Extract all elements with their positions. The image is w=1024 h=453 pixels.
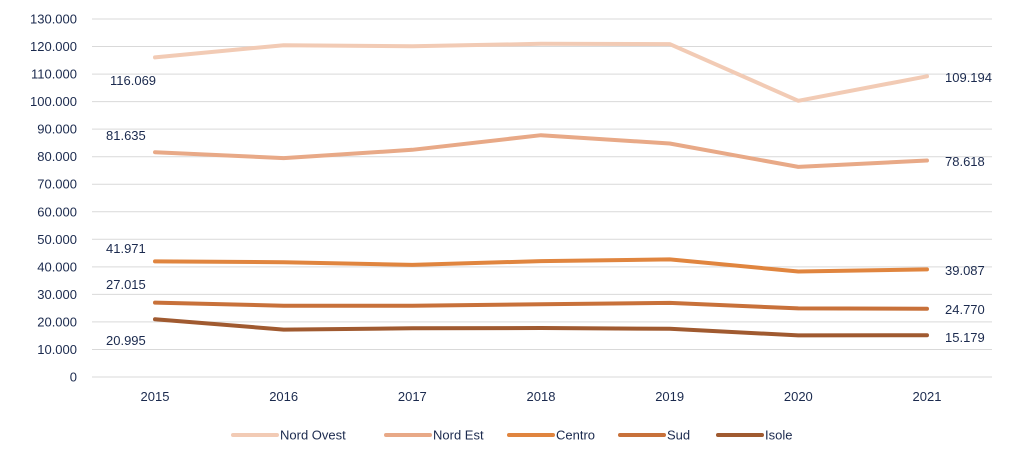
y-tick-label: 100.000 [30, 94, 77, 109]
y-tick-label: 40.000 [37, 259, 77, 274]
grid-layer [92, 18, 992, 378]
y-tick-label: 60.000 [37, 204, 77, 219]
y-tick-label: 110.000 [31, 67, 77, 82]
x-axis-tick-labels: 2015 2016 2017 2018 2019 2020 2021 [141, 389, 942, 404]
x-tick-label: 2015 [141, 389, 170, 404]
y-axis-tick-labels: 0 10.000 20.000 30.000 40.000 50.000 60.000 70.… [30, 12, 77, 385]
data-labels: 116.069 109.194 81.635 78.618 41.971 39.087 27… [106, 70, 992, 348]
data-label-centro-last: 39.087 [945, 263, 985, 278]
y-tick-label: 80.000 [37, 149, 77, 164]
legend-label-sud: Sud [667, 428, 690, 443]
data-label-sud-last: 24.770 [945, 302, 985, 317]
legend-label-centro: Centro [556, 428, 595, 443]
legend-label-nord-ovest: Nord Ovest [280, 428, 346, 443]
data-label-centro-first: 41.971 [106, 241, 146, 256]
data-label-isole-last: 15.179 [945, 330, 985, 345]
series-line-sud [153, 300, 929, 311]
y-tick-label: 10.000 [37, 342, 77, 357]
data-label-sud-first: 27.015 [106, 277, 146, 292]
y-tick-label: 130.000 [30, 12, 77, 27]
y-tick-label: 50.000 [37, 232, 77, 247]
x-tick-label: 2017 [398, 389, 427, 404]
data-label-nord-est-first: 81.635 [106, 128, 146, 143]
x-tick-label: 2021 [913, 389, 942, 404]
legend: Nord Ovest Nord Est Centro Sud Isole [231, 428, 792, 443]
y-tick-label: 20.000 [37, 314, 77, 329]
series-line-nord-ovest [153, 41, 929, 103]
series-line-isole [153, 317, 929, 338]
y-tick-label: 90.000 [37, 122, 77, 137]
x-tick-label: 2018 [527, 389, 556, 404]
y-tick-label: 120.000 [30, 39, 77, 54]
series-lines [153, 41, 929, 338]
x-tick-label: 2020 [784, 389, 813, 404]
series-line-nord-est [153, 133, 929, 169]
x-tick-label: 2016 [269, 389, 298, 404]
data-label-nord-est-last: 78.618 [945, 154, 985, 169]
legend-label-isole: Isole [765, 428, 792, 443]
y-tick-label: 0 [70, 370, 77, 385]
y-tick-label: 30.000 [37, 287, 77, 302]
series-line-centro [153, 257, 929, 274]
legend-label-nord-est: Nord Est [433, 428, 484, 443]
data-label-nord-ovest-first: 116.069 [110, 73, 156, 88]
data-label-nord-ovest-last: 109.194 [945, 70, 992, 85]
y-tick-label: 70.000 [37, 177, 77, 192]
data-label-isole-first: 20.995 [106, 333, 146, 348]
x-tick-label: 2019 [655, 389, 684, 404]
